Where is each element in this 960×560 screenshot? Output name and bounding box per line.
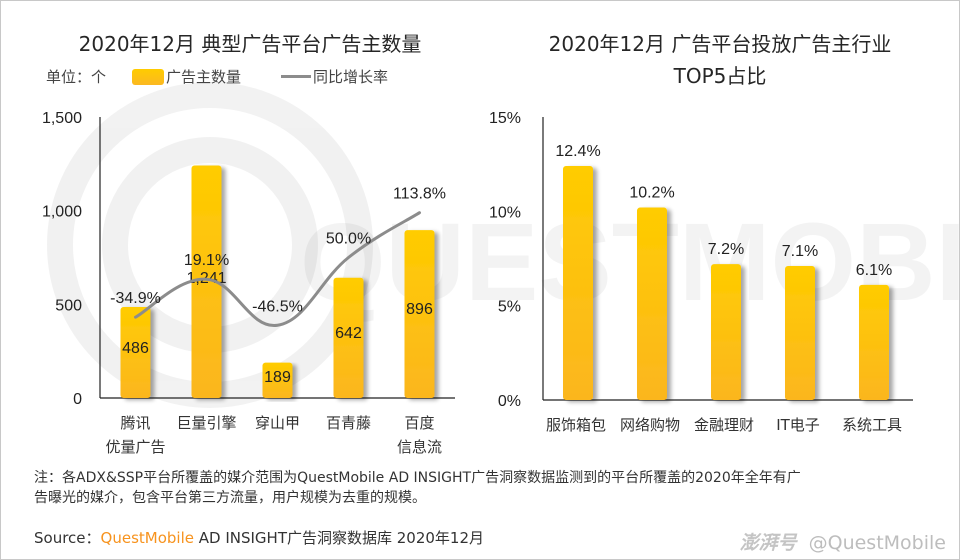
bar bbox=[637, 207, 667, 400]
bar bbox=[859, 284, 889, 400]
bar bbox=[333, 277, 364, 398]
account-watermark: @QuestMobile bbox=[808, 532, 946, 554]
y-tick-label: 500 bbox=[55, 297, 82, 314]
bar bbox=[120, 306, 151, 398]
y-tick-label: 0% bbox=[498, 393, 521, 410]
y-tick-label: 0 bbox=[73, 391, 82, 408]
bar-value-label: 6.1% bbox=[856, 262, 892, 279]
source-rest: AD INSIGHT广告洞察数据库 2020年12月 bbox=[193, 529, 485, 547]
source-prefix: Source： bbox=[34, 529, 101, 547]
x-category-label: 服饰箱包 bbox=[546, 416, 606, 434]
right-chart-title: 2020年12月 广告平台投放广告主行业 TOP5占比 bbox=[480, 28, 960, 92]
unit-label: 单位：个 bbox=[46, 68, 107, 86]
source-brand: QuestMobile bbox=[100, 529, 194, 547]
bar bbox=[404, 230, 435, 398]
left-chart-title: 2020年12月 典型广告平台广告主数量 bbox=[78, 32, 422, 56]
bar bbox=[563, 166, 593, 400]
bar-value-label: 7.1% bbox=[782, 243, 818, 260]
y-tick-label: 1,000 bbox=[42, 204, 82, 221]
line-value-label: -34.9% bbox=[110, 290, 161, 307]
x-category-label: 百度 bbox=[404, 414, 434, 432]
x-category-label: 穿山甲 bbox=[255, 414, 300, 432]
line-value-label: 113.8% bbox=[393, 186, 446, 203]
legend-line-label: 同比增长率 bbox=[313, 68, 389, 86]
footnote: 注：各ADX&SSP平台所覆盖的媒介范围为QuestMobile AD INSI… bbox=[34, 468, 914, 508]
bar-value-label: 10.2% bbox=[629, 185, 674, 202]
y-tick-label: 15% bbox=[489, 110, 521, 127]
x-category-label: 系统工具 bbox=[842, 416, 902, 434]
right-chart: 0% 5% 10% 15% 12.4% 10.2% 7.2% 7.1% 6.1% 服饰箱包 网络购物… bbox=[489, 110, 913, 434]
x-category-label: 优量广告 bbox=[105, 438, 165, 456]
x-category-label: 金融理财 bbox=[694, 416, 754, 434]
legend-bar-label: 广告主数量 bbox=[166, 68, 242, 86]
right-chart-title-line1: 2020年12月 广告平台投放广告主行业 bbox=[548, 32, 892, 56]
x-category-label: 信息流 bbox=[397, 438, 442, 456]
y-tick-label: 1,500 bbox=[42, 110, 82, 127]
x-category-label: 百青藤 bbox=[326, 414, 371, 432]
bar-value-label: 12.4% bbox=[555, 143, 600, 160]
bar bbox=[191, 165, 222, 398]
x-category-label: 腾讯 bbox=[120, 414, 150, 432]
growth-rate-line bbox=[134, 211, 421, 327]
legend-line-swatch bbox=[281, 75, 312, 78]
bar-value-label: 7.2% bbox=[708, 241, 744, 258]
bar-value-label: 642 bbox=[335, 325, 362, 342]
y-tick-label: 5% bbox=[498, 299, 521, 316]
right-chart-title-line2: TOP5占比 bbox=[673, 64, 767, 88]
left-chart: 05001,0001,5004861,241189642896-34.9%19.… bbox=[42, 110, 455, 456]
legend-bar-swatch bbox=[132, 68, 165, 85]
footer-watermark: 澎湃号 @QuestMobile bbox=[740, 528, 946, 555]
x-category-label: 网络购物 bbox=[620, 416, 680, 434]
x-category-label: 巨量引擎 bbox=[176, 414, 236, 432]
footnote-line1: 注：各ADX&SSP平台所覆盖的媒介范围为QuestMobile AD INSI… bbox=[34, 470, 801, 486]
source-line: Source：QuestMobile AD INSIGHT广告洞察数据库 202… bbox=[34, 527, 484, 548]
line-value-label: -46.5% bbox=[252, 298, 303, 315]
line-value-label: 19.1% bbox=[184, 252, 229, 269]
bar bbox=[785, 266, 815, 400]
platform-watermark: 澎湃号 bbox=[739, 532, 797, 554]
y-tick-label: 10% bbox=[489, 204, 521, 221]
bar-value-label: 486 bbox=[122, 340, 149, 357]
x-category-label: IT电子 bbox=[776, 416, 820, 434]
line-value-label: 50.0% bbox=[326, 231, 371, 248]
left-chart-legend: 单位：个 广告主数量 同比增长率 bbox=[46, 66, 388, 87]
bar-value-label: 896 bbox=[406, 301, 433, 318]
bar bbox=[711, 264, 741, 400]
footnote-line2: 告曝光的媒介，包含平台第三方流量，用户规模为去重的规模。 bbox=[34, 490, 426, 506]
bar bbox=[262, 362, 293, 398]
bar-value-label: 189 bbox=[264, 369, 291, 386]
